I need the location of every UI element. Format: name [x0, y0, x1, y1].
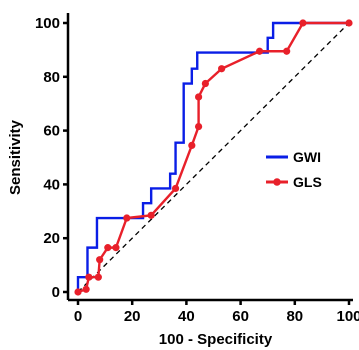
data-point-gls [201, 79, 209, 88]
legend: GWI GLS [266, 149, 322, 190]
axes: 0 20 40 60 80 100 0 20 40 60 80 100 [35, 13, 359, 325]
x-tick-label: 0 [74, 308, 82, 325]
legend-label-gls: GLS [293, 174, 322, 190]
y-tick-label: 20 [43, 230, 60, 247]
series-line-gwi [76, 21, 349, 292]
data-point-gls [82, 285, 90, 293]
data-point-gls [299, 19, 307, 27]
x-axis-title: 100 - Specificity [159, 331, 273, 348]
y-axis-title: Sensitivity [7, 119, 24, 195]
data-point-gls [96, 256, 104, 264]
data-point-gls [194, 122, 203, 131]
legend-item-gls: GLS [266, 174, 322, 190]
x-tick-label: 80 [286, 308, 303, 325]
data-point-gls [218, 65, 226, 73]
y-tick-label: 0 [52, 284, 60, 301]
y-tick-label: 80 [43, 69, 60, 86]
reference-line [77, 22, 350, 293]
series-gls [74, 19, 353, 296]
legend-item-gwi: GWI [266, 149, 321, 165]
data-point-gls [188, 141, 196, 149]
data-point-gls [123, 214, 131, 222]
legend-label-gwi: GWI [293, 149, 321, 165]
series-layer [74, 19, 353, 296]
data-point-gls [94, 273, 102, 281]
data-point-gls [85, 273, 93, 281]
data-point-gls [283, 47, 291, 55]
legend-marker-gls [273, 178, 281, 186]
data-point-gls [104, 244, 112, 252]
y-tick-label: 60 [43, 123, 60, 140]
x-tick-label: 100 [336, 308, 359, 325]
y-tick-label: 40 [43, 176, 60, 193]
data-point-gls [194, 93, 203, 101]
x-tick-label: 20 [124, 308, 141, 325]
reference-diagonal-line [77, 22, 350, 293]
x-tick-label: 60 [232, 308, 249, 325]
series-gwi [76, 21, 349, 292]
data-point-gls [255, 47, 264, 55]
x-tick-label: 40 [178, 308, 195, 325]
data-point-gls [345, 19, 353, 27]
data-point-gls [147, 211, 155, 219]
data-point-gls [74, 288, 82, 296]
data-point-gls [112, 244, 120, 252]
y-tick-label: 100 [35, 15, 60, 32]
data-point-gls [171, 184, 180, 193]
